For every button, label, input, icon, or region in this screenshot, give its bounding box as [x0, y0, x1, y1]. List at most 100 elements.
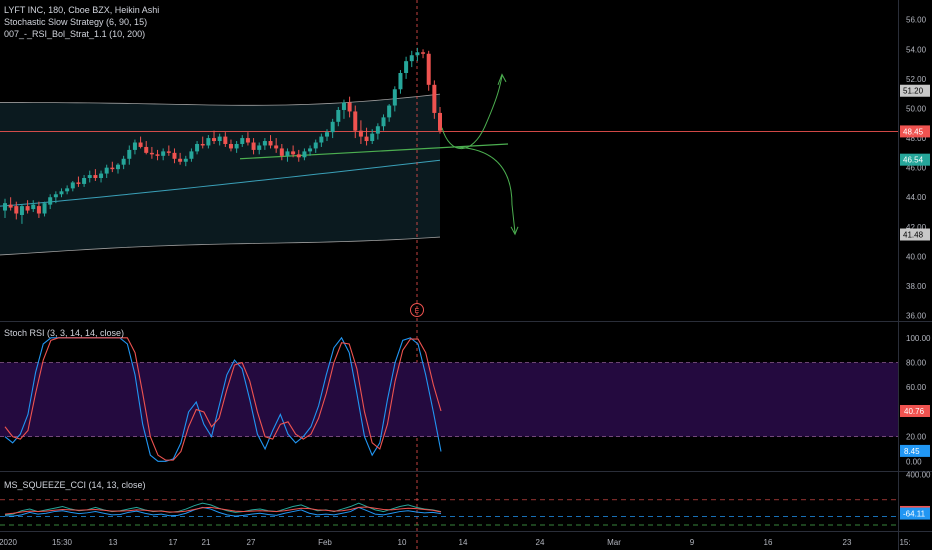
candle-body	[234, 143, 239, 149]
candle-body	[438, 112, 442, 131]
candle-body	[53, 194, 58, 198]
time-axis-label: 10	[398, 538, 407, 547]
candle-body	[144, 146, 149, 153]
stoch-badge-label: 8.45	[904, 447, 920, 456]
cci-series-line	[4, 506, 442, 515]
candle-body	[341, 102, 346, 110]
bollinger-lower-line	[0, 236, 441, 256]
time-axis-label: 2020	[0, 538, 17, 547]
candle-body	[3, 203, 7, 211]
time-axis-label: 17	[169, 538, 178, 547]
candle-body	[415, 52, 420, 56]
candle-body	[42, 203, 47, 214]
candle-body	[353, 111, 358, 131]
candle-body	[217, 136, 222, 142]
candle-body	[200, 143, 205, 146]
candle-body	[319, 136, 324, 143]
stoch-badge	[900, 444, 930, 457]
stoch-tick-label: 60.00	[906, 383, 927, 392]
event-marker-label: E	[415, 308, 420, 315]
candle-body	[268, 141, 273, 146]
price-badge	[900, 125, 930, 138]
price-tick-label: 38.00	[906, 282, 927, 291]
candle-body	[8, 204, 13, 208]
candle-body	[251, 142, 256, 150]
candle-body	[381, 117, 386, 127]
stoch-rsi-legend: Stoch RSI (3, 3, 14, 14, close)	[4, 328, 125, 338]
main-legend-strategy-1: Stochastic Slow Strategy (6, 90, 15)	[4, 17, 148, 27]
candle-body	[48, 197, 53, 205]
candle-body	[364, 136, 369, 142]
candle-body	[132, 142, 137, 150]
stoch-tick-label: 80.00	[906, 359, 927, 368]
candle-body	[166, 151, 171, 153]
candle-body	[409, 55, 414, 62]
candle-body	[330, 121, 335, 133]
candle-body	[161, 151, 166, 156]
candle-body	[308, 148, 313, 152]
stoch-tick-label: 100.00	[906, 334, 931, 343]
price-badge	[900, 84, 930, 97]
candle-body	[421, 52, 426, 54]
time-axis-label: 9	[690, 538, 695, 547]
candle-body	[65, 188, 70, 192]
stoch-badge	[900, 405, 930, 418]
candle-body	[127, 149, 132, 159]
candle-body	[325, 132, 330, 137]
price-badge	[900, 228, 930, 241]
price-badge-label: 48.45	[903, 127, 924, 136]
candle-body	[19, 206, 24, 215]
time-axis-label: 16	[764, 538, 773, 547]
stoch-tick-label: 20.00	[906, 433, 927, 442]
main-legend-symbol: LYFT INC, 180, Cboe BZX, Heikin Ashi	[4, 5, 160, 15]
candle-body	[189, 151, 194, 159]
price-tick-label: 46.00	[906, 164, 927, 173]
projection-up-path	[441, 75, 503, 150]
candle-body	[240, 138, 245, 144]
candle-body	[82, 178, 87, 184]
cci-badge-label: -64.11	[903, 510, 926, 519]
candle-body	[426, 53, 431, 85]
projection-down-arrowhead	[510, 226, 519, 236]
event-marker-circle	[410, 303, 424, 317]
stoch-band-fill	[0, 362, 898, 437]
candle-body	[138, 142, 143, 147]
time-axis-label: 24	[536, 538, 545, 547]
time-axis-label: Feb	[318, 538, 332, 547]
time-axis-label: 15:	[899, 538, 910, 547]
candle-body	[155, 154, 160, 156]
candle-body	[274, 145, 279, 149]
candle-body	[228, 143, 233, 149]
candle-body	[183, 158, 188, 162]
bollinger-band-fill	[0, 94, 440, 255]
bollinger-upper-line	[0, 93, 441, 106]
candle-body	[99, 173, 104, 179]
stoch-tick-label: 0.00	[906, 457, 922, 466]
candle-body	[14, 206, 19, 214]
cci-badge	[900, 507, 930, 520]
pane-separator	[0, 321, 932, 322]
candle-body	[398, 72, 403, 90]
candle-body	[172, 152, 177, 159]
candle-body	[296, 154, 301, 158]
time-axis-label: 23	[843, 538, 852, 547]
candle-body	[370, 133, 375, 142]
price-tick-label: 42.00	[906, 223, 927, 232]
price-tick-label: 44.00	[906, 193, 927, 202]
cci-series-line	[4, 506, 442, 517]
time-axis-label: 14	[459, 538, 468, 547]
price-tick-label: 50.00	[906, 104, 927, 113]
price-tick-label: 36.00	[906, 312, 927, 321]
time-axis-label: 21	[202, 538, 211, 547]
candle-body	[392, 89, 397, 106]
price-badge-label: 46.54	[903, 156, 924, 165]
candle-body	[93, 175, 98, 179]
candle-body	[223, 136, 228, 144]
candle-body	[257, 145, 262, 150]
price-tick-label: 56.00	[906, 16, 927, 25]
price-badge	[900, 153, 930, 166]
candle-body	[115, 164, 120, 170]
candle-body	[110, 167, 115, 170]
candle-body	[36, 206, 41, 214]
